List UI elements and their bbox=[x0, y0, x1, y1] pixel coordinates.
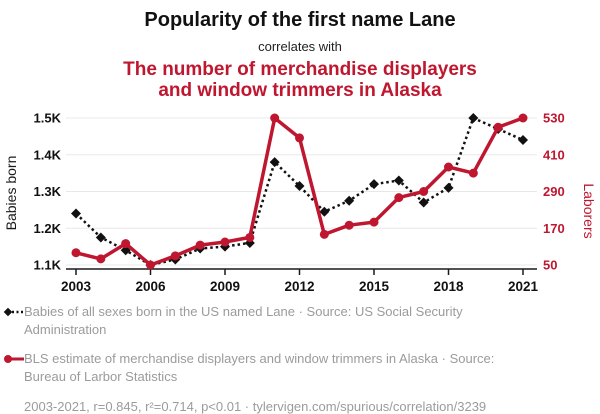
svg-text:530: 530 bbox=[543, 111, 565, 126]
red-solid-circle-legend-icon bbox=[4, 355, 24, 363]
chart-legend: Babies of all sexes born in the US named… bbox=[3, 303, 592, 414]
svg-text:410: 410 bbox=[543, 147, 565, 162]
svg-text:1.1K: 1.1K bbox=[34, 258, 62, 273]
legend-label-laborers: BLS estimate of merchandise displayers a… bbox=[24, 351, 495, 384]
svg-text:1.5K: 1.5K bbox=[34, 111, 62, 126]
chart-subtitle-line2: and window trimmers in Alaska bbox=[158, 80, 442, 101]
svg-text:1.4K: 1.4K bbox=[34, 147, 62, 162]
svg-text:2009: 2009 bbox=[210, 279, 240, 294]
svg-text:2015: 2015 bbox=[359, 279, 390, 294]
svg-text:1.2K: 1.2K bbox=[34, 221, 62, 236]
legend-item-laborers: BLS estimate of merchandise displayers a… bbox=[3, 350, 592, 386]
stats-footer: 2003-2021, r=0.845, r²=0.714, p<0.01 · t… bbox=[24, 399, 487, 414]
svg-text:1.3K: 1.3K bbox=[34, 184, 62, 199]
svg-text:2021: 2021 bbox=[508, 279, 539, 294]
legend-item-babies: Babies of all sexes born in the US named… bbox=[3, 303, 592, 339]
chart-subtitle-line1: The number of merchandise displayers bbox=[123, 59, 477, 80]
chart-title: Popularity of the first name Lane bbox=[144, 9, 456, 31]
svg-text:170: 170 bbox=[543, 221, 565, 236]
svg-text:2006: 2006 bbox=[135, 279, 166, 294]
svg-text:50: 50 bbox=[543, 258, 557, 273]
svg-text:2018: 2018 bbox=[433, 279, 464, 294]
svg-text:2003: 2003 bbox=[61, 279, 92, 294]
black-dashed-diamond-legend-icon bbox=[3, 307, 24, 317]
svg-text:290: 290 bbox=[543, 184, 565, 199]
chart-header: Popularity of the first name Lane correl… bbox=[0, 0, 600, 101]
legend-label-babies: Babies of all sexes born in the US named… bbox=[24, 304, 463, 337]
chart-subtitle: The number of merchandise displayers and… bbox=[0, 59, 600, 101]
svg-text:2012: 2012 bbox=[284, 279, 314, 294]
correlates-with-text: correlates with bbox=[258, 39, 342, 54]
chart-canvas: 1.1K 50 1.2K 170 1.3K 290 1.4K 410 1.5K 530 2003 20… bbox=[34, 111, 565, 295]
